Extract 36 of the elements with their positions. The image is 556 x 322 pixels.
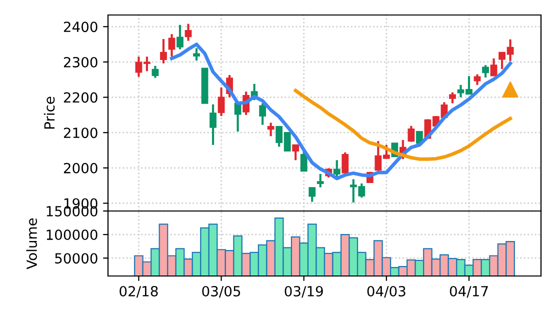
- y-tick-label: 2000: [64, 162, 98, 174]
- line-series: [294, 88, 512, 161]
- candlestick: [474, 73, 481, 86]
- y-tick-label: 2200: [64, 92, 98, 103]
- candlestick: [152, 64, 159, 79]
- candlestick: [218, 86, 225, 118]
- candlestick: [342, 151, 349, 174]
- y-tick-label: 2300: [64, 56, 98, 68]
- candlestick: [490, 57, 498, 77]
- candlestick: [210, 103, 216, 146]
- x-tick-label: 03/19: [284, 286, 323, 298]
- candlestick: [316, 172, 324, 188]
- y-axis-title: Volume: [26, 218, 38, 270]
- x-tick-label: 04/17: [450, 286, 488, 298]
- candlestick: [168, 33, 176, 58]
- y-tick-label: 100000: [46, 230, 98, 240]
- candlestick: [259, 102, 266, 126]
- candlestick: [184, 22, 192, 42]
- candlestick: [193, 47, 200, 62]
- x-tick-label: 04/03: [367, 286, 406, 298]
- candlestick: [292, 144, 300, 162]
- candlestick: [482, 64, 489, 79]
- candlestick: [267, 122, 274, 138]
- y-tick-label: 2100: [64, 128, 98, 138]
- candlestick: [176, 24, 184, 50]
- candlestick: [160, 38, 167, 64]
- line-series: [170, 42, 512, 180]
- x-tick-label: 03/05: [202, 286, 240, 298]
- y-tick-label: 50000: [55, 253, 98, 264]
- candlestick: [449, 91, 456, 104]
- candlestick: [308, 186, 316, 203]
- y-axis-title: Price: [44, 96, 55, 129]
- candlestick: [333, 159, 340, 178]
- x-tick-label: 02/18: [120, 286, 158, 298]
- y-tick-label: 2400: [64, 22, 98, 32]
- candlestick: [408, 124, 415, 143]
